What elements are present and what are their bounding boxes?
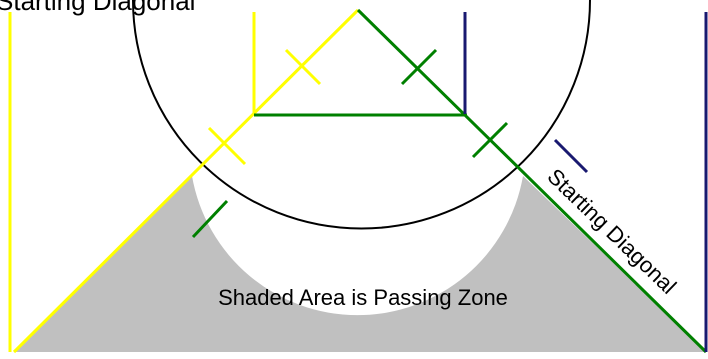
- green-lines: [191, 8, 708, 354]
- yellow-lines: [8, 8, 360, 354]
- center-circle: [132, 0, 591, 230]
- yellow-diagonal: [12, 8, 360, 354]
- navy-tick: [553, 138, 589, 174]
- yellow-tick-upper: [284, 48, 322, 86]
- green-tick-lower: [471, 121, 509, 159]
- yellow-tick-lower: [207, 126, 247, 166]
- green-tick-upper: [400, 48, 438, 86]
- top-caption: Starting Diagonal: [0, 0, 195, 16]
- zone-label: Shaded Area is Passing Zone: [218, 285, 508, 310]
- navy-lines: [463, 12, 708, 352]
- green-tick-circle: [191, 199, 229, 239]
- passing-zone: [14, 176, 706, 352]
- green-diagonal: [356, 8, 708, 354]
